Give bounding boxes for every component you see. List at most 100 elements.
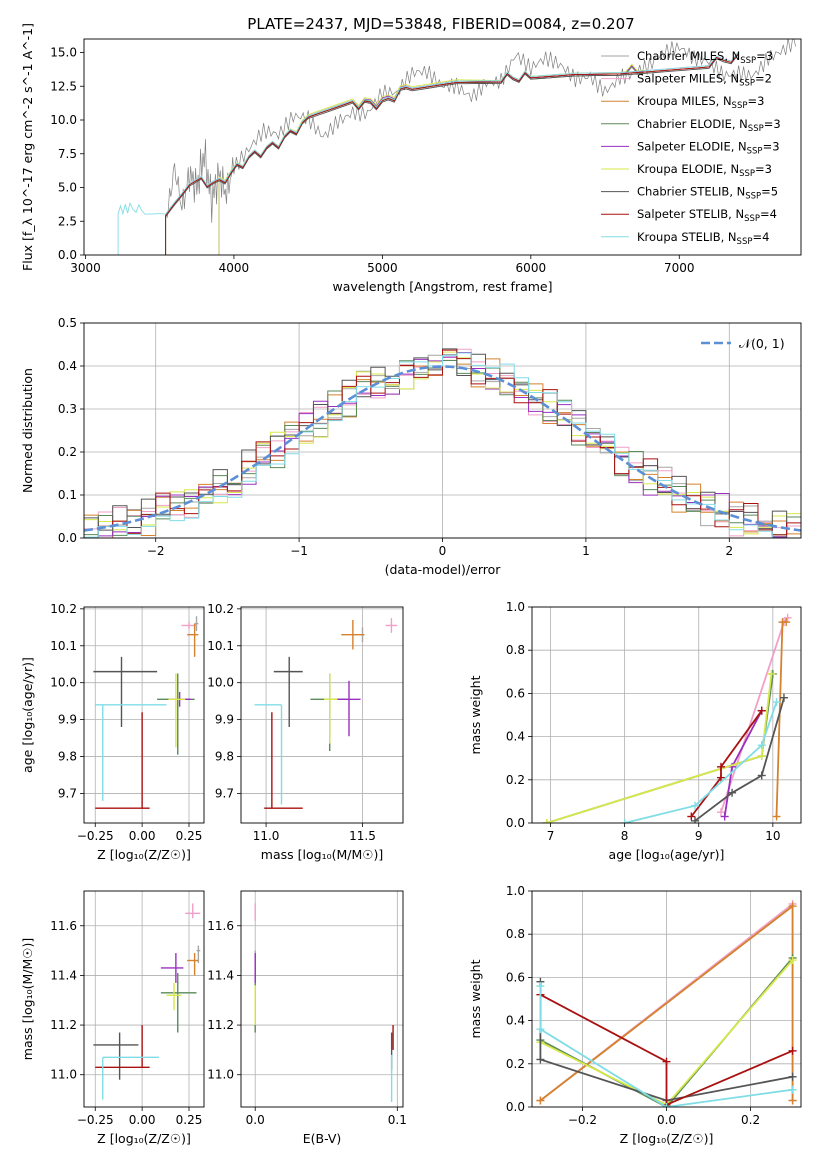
x-tick-label: −0.2 xyxy=(568,1113,597,1127)
y-tick-label: 0.2 xyxy=(506,773,525,787)
y-tick-label: 9.8 xyxy=(58,750,77,764)
y-tick-label: 10.2 xyxy=(207,602,234,616)
panel-mass_vs_ebv: 0.0 0.1 11.0 11.2 11.4 11.6 E(B-V) xyxy=(207,890,407,1146)
axes-background xyxy=(84,891,204,1107)
x-tick-label: 3000 xyxy=(70,261,101,275)
mass-weight-line xyxy=(539,986,793,1107)
y-tick-label: 0.0 xyxy=(506,1100,525,1114)
plot-area xyxy=(536,899,797,1107)
legend-label: Salpeter MILES, NSSP=2 xyxy=(637,72,772,89)
x-tick-label: 2 xyxy=(725,544,733,558)
panel-mass_vs_Z: −0.25 0.00 0.25 11.0 11.2 11.4 11.6 Z [log₁₀(Z/… xyxy=(20,890,205,1146)
mass-weight-line xyxy=(624,701,778,823)
y-axis-label: age [log₁₀(age/yr)] xyxy=(20,657,35,773)
y-tick-label: 0.3 xyxy=(58,402,77,416)
panel-massweight_vs_Z: −0.2 0.0 0.2 0.0 0.2 0.4 0.6 0.8 1.0 Z [log₁₀(Z/Z… xyxy=(468,884,802,1146)
y-axis-label: mass weight xyxy=(468,675,483,754)
legend-subscript: SSP xyxy=(739,169,755,179)
legend-nssp: =3 xyxy=(755,162,772,176)
panel-spectrum: 3000 4000 5000 6000 7000 0.0 2.5 5.0 7.5 10.0 12.5… xyxy=(20,23,802,294)
legend-nssp: =3 xyxy=(763,139,780,153)
x-axis-label: age [log₁₀(age/yr)] xyxy=(609,847,725,862)
y-tick-label: 10.0 xyxy=(207,676,234,690)
x-tick-label: 9 xyxy=(695,829,703,843)
legend-subscript: SSP xyxy=(740,56,756,66)
legend-subscript: SSP xyxy=(737,237,753,247)
x-tick-label: 11.0 xyxy=(253,829,280,843)
x-tick-label: 6000 xyxy=(516,261,547,275)
axes-frame xyxy=(531,606,802,824)
x-tick-label: 1 xyxy=(582,544,590,558)
legend-nssp: =3 xyxy=(764,117,781,131)
y-tick-label: 15.0 xyxy=(50,46,77,60)
y-tick-label: 0.1 xyxy=(58,488,77,502)
legend-subscript: SSP xyxy=(739,79,755,89)
x-tick-label: 10 xyxy=(765,829,780,843)
observed-spectrum xyxy=(166,39,796,223)
y-tick-label: 0.4 xyxy=(506,730,525,744)
axes-frame xyxy=(531,890,802,1108)
y-tick-label: 10.1 xyxy=(207,639,234,653)
panel-massweight_vs_age: 7 8 9 10 0.0 0.2 0.4 0.6 0.8 1.0 age [log₁₀(age/yr… xyxy=(468,600,802,862)
axes-background xyxy=(84,607,204,823)
axes-frame xyxy=(83,322,802,539)
plot-area xyxy=(117,39,796,255)
normal-curve xyxy=(84,365,801,532)
x-axis-label: Z [log₁₀(Z/Z☉)] xyxy=(97,1131,191,1146)
y-tick-label: 2.5 xyxy=(58,214,77,228)
y-tick-label: 11.4 xyxy=(207,968,234,982)
x-tick-label: 0.25 xyxy=(176,1113,203,1127)
y-tick-label: 0.0 xyxy=(58,248,77,262)
x-axis-label: Z [log₁₀(Z/Z☉)] xyxy=(620,1131,714,1146)
model-spectrum-line xyxy=(117,51,740,255)
y-tick-label: 0.6 xyxy=(506,970,525,984)
histogram-step xyxy=(84,352,801,538)
axes-background xyxy=(241,891,403,1107)
legend-nssp: =4 xyxy=(760,207,777,221)
y-tick-label: 9.9 xyxy=(58,713,77,727)
y-tick-label: 0.0 xyxy=(506,816,525,830)
legend-subscript: SSP xyxy=(748,124,764,134)
legend-nssp: =3 xyxy=(756,49,773,63)
x-axis-label: E(B-V) xyxy=(303,1131,342,1146)
y-tick-label: 1.0 xyxy=(506,884,525,898)
x-tick-label: 0.00 xyxy=(129,829,156,843)
y-tick-label: 11.0 xyxy=(50,1068,77,1082)
y-tick-label: 9.7 xyxy=(215,786,234,800)
legend-label: 𝒩(0, 1) xyxy=(739,336,785,351)
y-tick-label: 11.6 xyxy=(50,919,77,933)
mass-weight-line xyxy=(694,697,785,822)
y-tick-label: 9.7 xyxy=(58,786,77,800)
legend-label: Chabrier MILES, NSSP=3 xyxy=(637,49,773,66)
axes-background xyxy=(84,39,801,255)
y-tick-label: 11.2 xyxy=(207,1018,234,1032)
y-tick-label: 11.4 xyxy=(50,968,77,982)
legend-subscript: SSP xyxy=(744,214,760,224)
y-tick-label: 7.5 xyxy=(58,147,77,161)
legend-nssp: =3 xyxy=(747,94,764,108)
y-tick-label: 12.5 xyxy=(50,79,77,93)
axes-background xyxy=(532,607,801,823)
x-tick-label: 0.2 xyxy=(741,1113,760,1127)
panel-residual_hist: −2 −1 0 1 2 0.0 0.1 0.2 0.3 0.4 0.5 (data-model)/er… xyxy=(20,316,802,577)
plot-area xyxy=(254,618,398,809)
y-tick-label: 5.0 xyxy=(58,181,77,195)
y-axis-label: mass weight xyxy=(468,959,483,1038)
panel-age_vs_Z: −0.25 0.00 0.25 9.7 9.8 9.9 10.0 10.1 10.2 Z [log… xyxy=(20,602,205,862)
y-tick-label: 9.8 xyxy=(215,750,234,764)
x-tick-label: −1 xyxy=(290,544,308,558)
y-tick-label: 10.2 xyxy=(50,602,77,616)
legend-nssp: =2 xyxy=(755,72,772,86)
y-tick-label: 9.9 xyxy=(215,713,234,727)
x-axis-label: Z [log₁₀(Z/Z☉)] xyxy=(97,847,191,862)
y-tick-label: 10.0 xyxy=(50,676,77,690)
plot-area xyxy=(84,348,801,538)
model-spectrum-line xyxy=(165,53,740,255)
y-tick-label: 0.2 xyxy=(58,445,77,459)
y-tick-label: 1.0 xyxy=(506,600,525,614)
plot-area xyxy=(93,616,199,809)
plot-area xyxy=(93,903,201,1100)
legend-subscript: SSP xyxy=(745,192,761,202)
y-axis-label: mass [log₁₀(M/M☉)] xyxy=(20,938,35,1060)
